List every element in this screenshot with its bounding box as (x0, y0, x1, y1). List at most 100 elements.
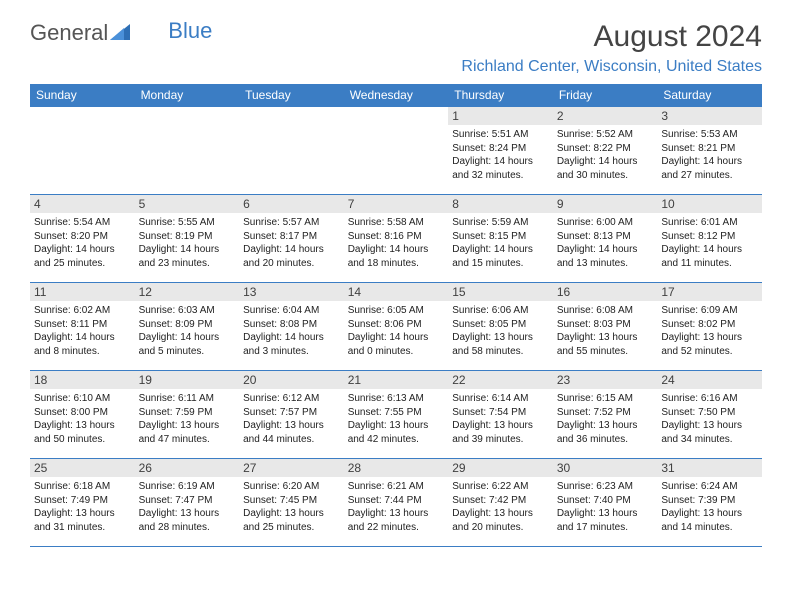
day-details: Sunrise: 6:10 AMSunset: 8:00 PMDaylight:… (30, 389, 135, 449)
day-number: 1 (448, 107, 553, 125)
calendar-table: SundayMondayTuesdayWednesdayThursdayFrid… (30, 84, 762, 547)
logo-text-1: General (30, 20, 108, 46)
calendar-day-cell: 29Sunrise: 6:22 AMSunset: 7:42 PMDayligh… (448, 459, 553, 547)
calendar-day-cell: 24Sunrise: 6:16 AMSunset: 7:50 PMDayligh… (657, 371, 762, 459)
day-number: 22 (448, 371, 553, 389)
calendar-day-cell: 7Sunrise: 5:58 AMSunset: 8:16 PMDaylight… (344, 195, 449, 283)
day-details: Sunrise: 5:54 AMSunset: 8:20 PMDaylight:… (30, 213, 135, 273)
calendar-day-cell: 6Sunrise: 5:57 AMSunset: 8:17 PMDaylight… (239, 195, 344, 283)
calendar-day-cell: 8Sunrise: 5:59 AMSunset: 8:15 PMDaylight… (448, 195, 553, 283)
calendar-day-cell: 25Sunrise: 6:18 AMSunset: 7:49 PMDayligh… (30, 459, 135, 547)
day-number (30, 107, 135, 125)
day-details: Sunrise: 5:52 AMSunset: 8:22 PMDaylight:… (553, 125, 658, 185)
calendar-day-cell: 12Sunrise: 6:03 AMSunset: 8:09 PMDayligh… (135, 283, 240, 371)
day-header: Thursday (448, 84, 553, 107)
day-details: Sunrise: 6:19 AMSunset: 7:47 PMDaylight:… (135, 477, 240, 537)
day-header-row: SundayMondayTuesdayWednesdayThursdayFrid… (30, 84, 762, 107)
logo: General Blue (30, 20, 212, 46)
day-details: Sunrise: 5:55 AMSunset: 8:19 PMDaylight:… (135, 213, 240, 273)
calendar-day-cell: 23Sunrise: 6:15 AMSunset: 7:52 PMDayligh… (553, 371, 658, 459)
day-details: Sunrise: 6:22 AMSunset: 7:42 PMDaylight:… (448, 477, 553, 537)
day-details: Sunrise: 6:12 AMSunset: 7:57 PMDaylight:… (239, 389, 344, 449)
day-details: Sunrise: 6:02 AMSunset: 8:11 PMDaylight:… (30, 301, 135, 361)
calendar-day-cell: 15Sunrise: 6:06 AMSunset: 8:05 PMDayligh… (448, 283, 553, 371)
day-number (239, 107, 344, 125)
day-details: Sunrise: 6:24 AMSunset: 7:39 PMDaylight:… (657, 477, 762, 537)
day-details: Sunrise: 6:14 AMSunset: 7:54 PMDaylight:… (448, 389, 553, 449)
calendar-day-cell: 19Sunrise: 6:11 AMSunset: 7:59 PMDayligh… (135, 371, 240, 459)
day-number (344, 107, 449, 125)
calendar-day-cell: 22Sunrise: 6:14 AMSunset: 7:54 PMDayligh… (448, 371, 553, 459)
day-number: 27 (239, 459, 344, 477)
day-details: Sunrise: 6:08 AMSunset: 8:03 PMDaylight:… (553, 301, 658, 361)
day-number: 17 (657, 283, 762, 301)
day-number: 19 (135, 371, 240, 389)
day-number: 6 (239, 195, 344, 213)
day-number: 8 (448, 195, 553, 213)
day-details: Sunrise: 6:15 AMSunset: 7:52 PMDaylight:… (553, 389, 658, 449)
day-number: 4 (30, 195, 135, 213)
day-details: Sunrise: 6:09 AMSunset: 8:02 PMDaylight:… (657, 301, 762, 361)
day-header: Friday (553, 84, 658, 107)
day-number: 12 (135, 283, 240, 301)
day-number: 21 (344, 371, 449, 389)
calendar-day-cell: 17Sunrise: 6:09 AMSunset: 8:02 PMDayligh… (657, 283, 762, 371)
day-number: 10 (657, 195, 762, 213)
day-details: Sunrise: 6:03 AMSunset: 8:09 PMDaylight:… (135, 301, 240, 361)
day-number: 23 (553, 371, 658, 389)
day-number: 25 (30, 459, 135, 477)
day-number: 30 (553, 459, 658, 477)
calendar-day-cell: 31Sunrise: 6:24 AMSunset: 7:39 PMDayligh… (657, 459, 762, 547)
calendar-day-cell (239, 107, 344, 195)
day-number: 16 (553, 283, 658, 301)
calendar-day-cell: 28Sunrise: 6:21 AMSunset: 7:44 PMDayligh… (344, 459, 449, 547)
day-number: 13 (239, 283, 344, 301)
day-number: 29 (448, 459, 553, 477)
day-number: 28 (344, 459, 449, 477)
day-number: 14 (344, 283, 449, 301)
calendar-day-cell: 13Sunrise: 6:04 AMSunset: 8:08 PMDayligh… (239, 283, 344, 371)
day-number: 9 (553, 195, 658, 213)
day-details: Sunrise: 5:53 AMSunset: 8:21 PMDaylight:… (657, 125, 762, 185)
calendar-week-row: 25Sunrise: 6:18 AMSunset: 7:49 PMDayligh… (30, 459, 762, 547)
header: General Blue August 2024 Richland Center… (30, 20, 762, 76)
calendar-day-cell (30, 107, 135, 195)
day-details: Sunrise: 6:18 AMSunset: 7:49 PMDaylight:… (30, 477, 135, 537)
day-details: Sunrise: 6:00 AMSunset: 8:13 PMDaylight:… (553, 213, 658, 273)
calendar-day-cell: 14Sunrise: 6:05 AMSunset: 8:06 PMDayligh… (344, 283, 449, 371)
day-details: Sunrise: 6:21 AMSunset: 7:44 PMDaylight:… (344, 477, 449, 537)
day-details: Sunrise: 6:06 AMSunset: 8:05 PMDaylight:… (448, 301, 553, 361)
location-text: Richland Center, Wisconsin, United State… (461, 58, 762, 76)
calendar-page: General Blue August 2024 Richland Center… (0, 0, 792, 547)
day-header: Monday (135, 84, 240, 107)
day-number: 5 (135, 195, 240, 213)
day-details: Sunrise: 5:51 AMSunset: 8:24 PMDaylight:… (448, 125, 553, 185)
day-number: 7 (344, 195, 449, 213)
calendar-day-cell: 2Sunrise: 5:52 AMSunset: 8:22 PMDaylight… (553, 107, 658, 195)
calendar-week-row: 11Sunrise: 6:02 AMSunset: 8:11 PMDayligh… (30, 283, 762, 371)
calendar-week-row: 4Sunrise: 5:54 AMSunset: 8:20 PMDaylight… (30, 195, 762, 283)
calendar-day-cell: 27Sunrise: 6:20 AMSunset: 7:45 PMDayligh… (239, 459, 344, 547)
calendar-day-cell: 26Sunrise: 6:19 AMSunset: 7:47 PMDayligh… (135, 459, 240, 547)
day-number: 24 (657, 371, 762, 389)
calendar-day-cell: 5Sunrise: 5:55 AMSunset: 8:19 PMDaylight… (135, 195, 240, 283)
day-header: Saturday (657, 84, 762, 107)
day-details: Sunrise: 6:04 AMSunset: 8:08 PMDaylight:… (239, 301, 344, 361)
calendar-day-cell: 20Sunrise: 6:12 AMSunset: 7:57 PMDayligh… (239, 371, 344, 459)
day-details: Sunrise: 6:13 AMSunset: 7:55 PMDaylight:… (344, 389, 449, 449)
day-details: Sunrise: 6:20 AMSunset: 7:45 PMDaylight:… (239, 477, 344, 537)
day-details: Sunrise: 6:05 AMSunset: 8:06 PMDaylight:… (344, 301, 449, 361)
calendar-day-cell: 1Sunrise: 5:51 AMSunset: 8:24 PMDaylight… (448, 107, 553, 195)
calendar-week-row: 18Sunrise: 6:10 AMSunset: 8:00 PMDayligh… (30, 371, 762, 459)
day-details: Sunrise: 6:11 AMSunset: 7:59 PMDaylight:… (135, 389, 240, 449)
calendar-week-row: 1Sunrise: 5:51 AMSunset: 8:24 PMDaylight… (30, 107, 762, 195)
calendar-day-cell: 16Sunrise: 6:08 AMSunset: 8:03 PMDayligh… (553, 283, 658, 371)
day-number: 18 (30, 371, 135, 389)
day-number: 3 (657, 107, 762, 125)
calendar-day-cell (344, 107, 449, 195)
day-number: 20 (239, 371, 344, 389)
logo-triangle-icon (110, 20, 130, 46)
month-title: August 2024 (461, 20, 762, 54)
day-details: Sunrise: 6:01 AMSunset: 8:12 PMDaylight:… (657, 213, 762, 273)
day-details: Sunrise: 5:58 AMSunset: 8:16 PMDaylight:… (344, 213, 449, 273)
